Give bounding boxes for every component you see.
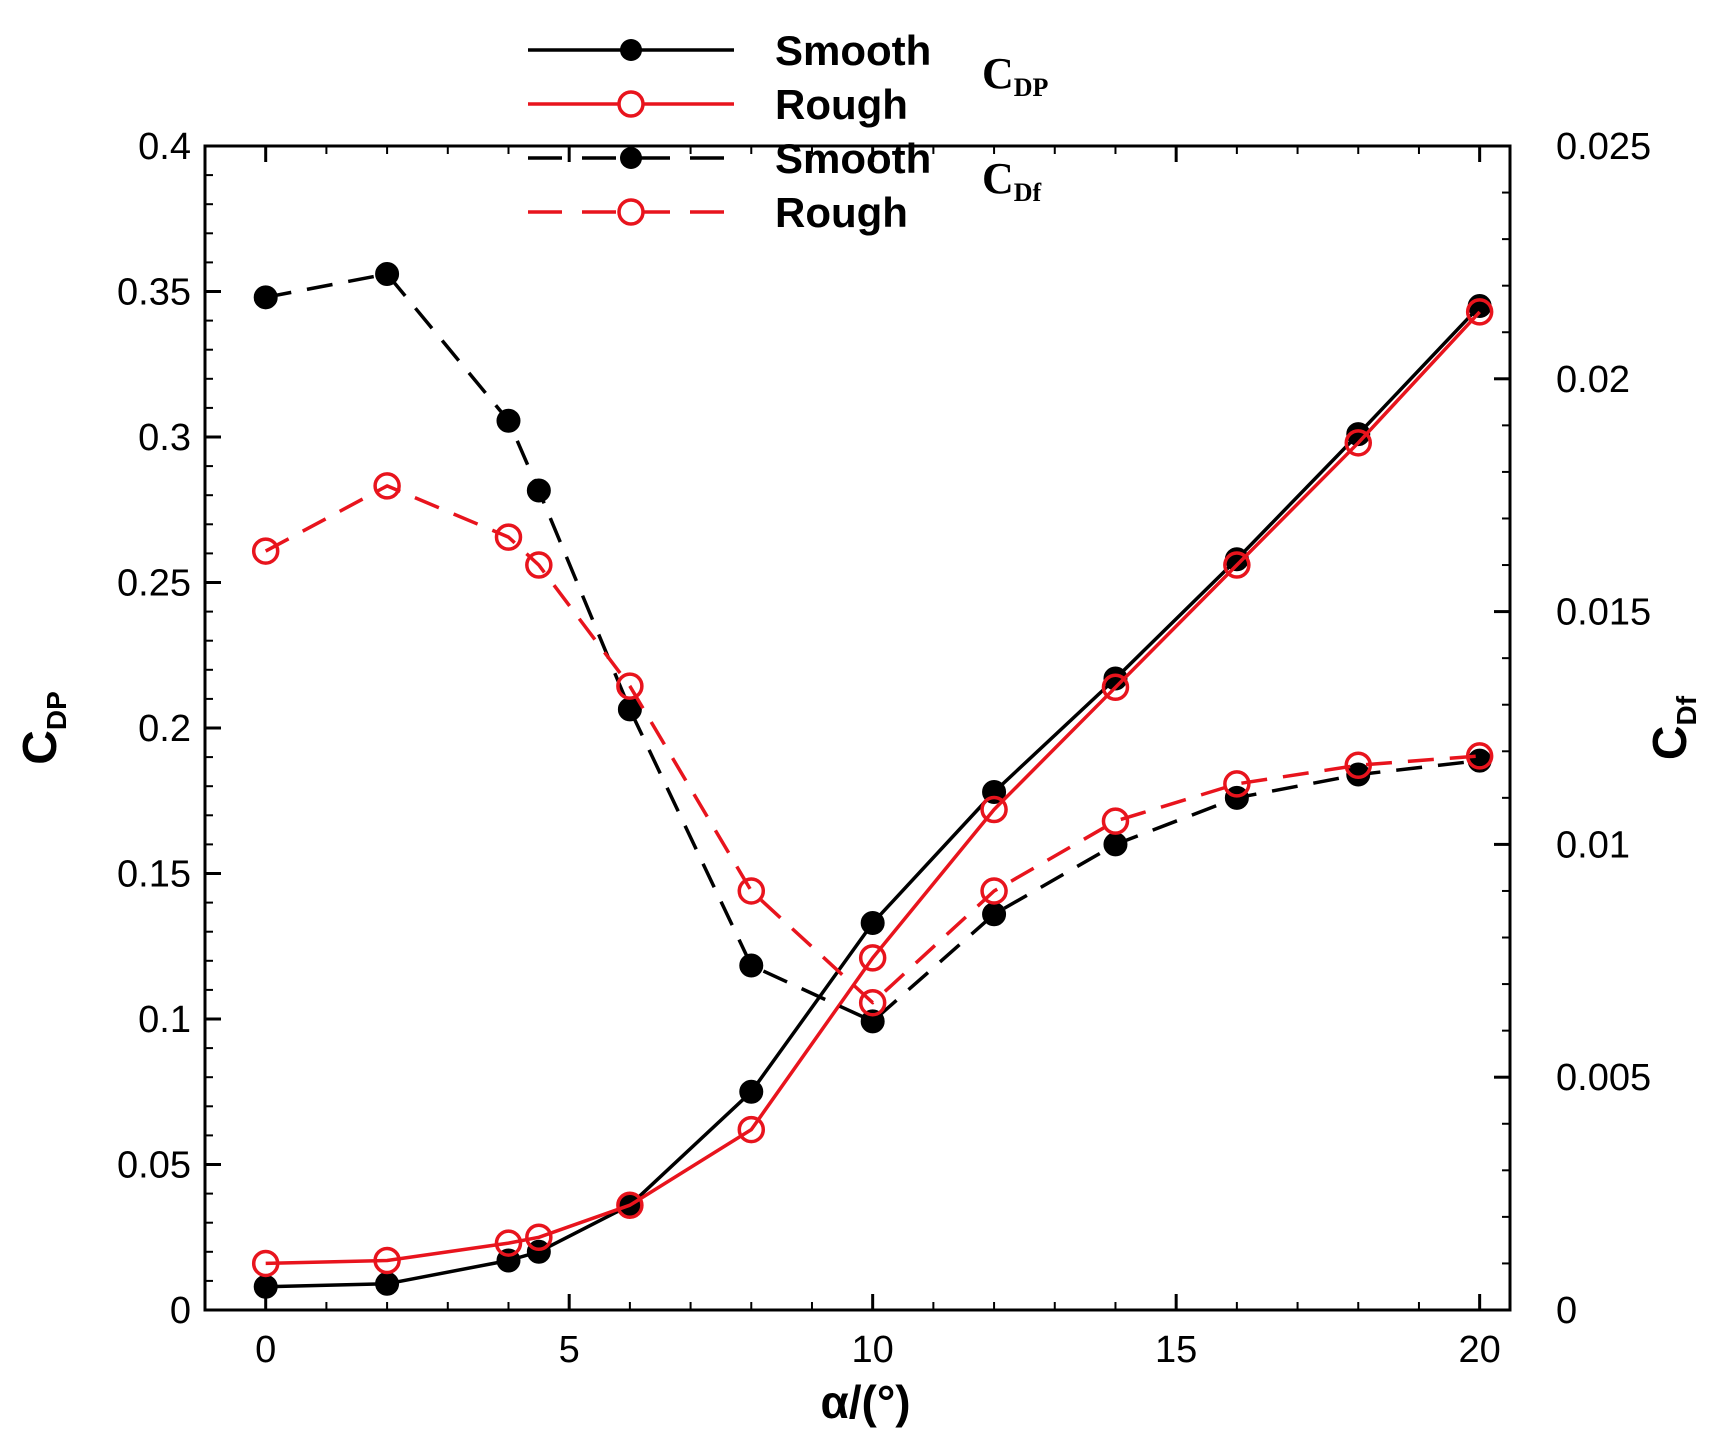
y-left-tick-label: 0.3 [138, 417, 191, 459]
data-point [525, 551, 553, 579]
y-left-tick-label: 0.4 [138, 126, 191, 168]
data-point [1465, 742, 1494, 770]
data-point [373, 472, 401, 500]
x-tick-label: 15 [1155, 1329, 1197, 1371]
y-right-tick-label: 0.015 [1556, 592, 1651, 634]
data-point [251, 537, 280, 565]
data-point [858, 944, 887, 972]
legend-marker [620, 147, 642, 169]
series-cdp-rough [251, 298, 1494, 1278]
series-line [265, 272, 1480, 1024]
x-tick-label: 0 [255, 1329, 276, 1371]
data-point [616, 1191, 644, 1219]
y-right-tick-label: 0 [1556, 1290, 1577, 1332]
legend-group-label: CDf [982, 154, 1042, 207]
y-left-tick-label: 0.15 [117, 854, 191, 896]
legend-label: Smooth [775, 135, 931, 182]
series-cdf-rough [251, 472, 1494, 1017]
legend-entry-cdp-rough: Rough [528, 81, 908, 128]
legend-marker [620, 39, 642, 61]
data-point [860, 1009, 885, 1034]
data-point [1346, 762, 1371, 787]
y-right-tick-label: 0.01 [1556, 824, 1630, 866]
y-right-tick-label: 0.02 [1556, 359, 1630, 401]
x-axis-title: α/(°) [820, 1376, 910, 1428]
data-point [1224, 785, 1249, 810]
data-point [860, 910, 885, 935]
data-point [375, 262, 400, 287]
series-line [264, 484, 1480, 1005]
y-right-tick-label: 0.025 [1556, 126, 1651, 168]
y-left-tick-label: 0.05 [117, 1145, 191, 1187]
data-point [253, 285, 278, 310]
y-left-tick-label: 0.35 [117, 272, 191, 314]
y-left-tick-label: 0 [170, 1290, 191, 1332]
data-point [1101, 807, 1130, 835]
y-left-tick-label: 0.2 [138, 708, 191, 750]
series-line [265, 304, 1481, 1289]
data-point [494, 1229, 523, 1257]
y-left-tick-label: 0.25 [117, 563, 191, 605]
data-point [1223, 551, 1251, 579]
x-tick-label: 5 [559, 1329, 580, 1371]
data-point [494, 523, 523, 551]
data-point [526, 478, 551, 503]
data-point [375, 1271, 400, 1296]
series-layer [251, 262, 1494, 1299]
data-point [1344, 429, 1373, 457]
legend-entry-cdf-smooth: Smooth [528, 135, 931, 182]
data-point [1344, 751, 1373, 779]
data-point [1103, 832, 1128, 857]
data-point [737, 877, 766, 905]
x-tick-label: 20 [1459, 1329, 1501, 1371]
x-tick-label: 10 [852, 1329, 894, 1371]
data-point [496, 408, 521, 433]
legend-entry-cdf-rough: Rough [528, 189, 908, 236]
data-point [858, 988, 887, 1017]
data-point [982, 902, 1007, 927]
data-point [616, 672, 644, 700]
legend-label: Rough [775, 189, 908, 236]
data-point [1465, 298, 1494, 326]
data-point [739, 953, 764, 978]
data-point [1101, 673, 1130, 702]
y-axis-left: 0 0.05 0.1 0.15 0.2 0.25 0.3 0.35 0.4 [117, 126, 221, 1332]
data-point [739, 1079, 764, 1104]
legend-marker [617, 198, 645, 226]
data-point [737, 1115, 766, 1144]
data-point [980, 877, 1008, 905]
data-point [373, 1246, 401, 1275]
y-left-tick-label: 0.1 [138, 999, 191, 1041]
data-point [980, 795, 1008, 824]
data-point [253, 1274, 278, 1299]
legend-marker [617, 90, 645, 118]
legend-label: Rough [775, 81, 908, 128]
data-point [1223, 770, 1251, 798]
data-point [525, 1223, 553, 1251]
legend-entry-cdp-smooth: Smooth [528, 27, 931, 74]
legend-label: Smooth [775, 27, 931, 74]
y-right-tick-label: 0.005 [1556, 1057, 1651, 1099]
series-line [265, 310, 1481, 1266]
y-axis-right: 0 0.005 0.01 0.015 0.02 0.025 [1494, 126, 1651, 1332]
data-point [251, 1249, 280, 1278]
